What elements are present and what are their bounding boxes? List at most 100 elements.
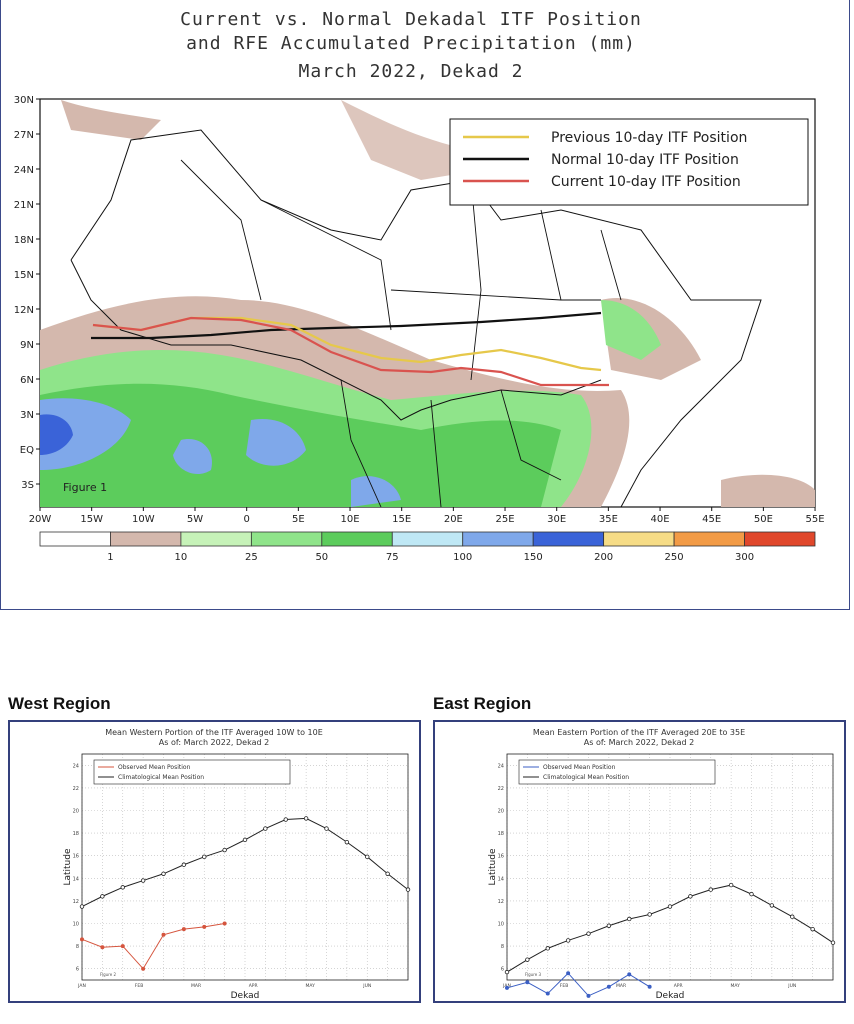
east-series-point-1	[505, 985, 510, 990]
colorbar-label: 1	[107, 552, 113, 563]
colorbar-swatch	[532, 531, 605, 547]
west-series-point-0	[100, 894, 105, 899]
colorbar-swatch	[250, 531, 323, 547]
east-legend-clim-label: Climatological Mean Position	[543, 774, 629, 781]
map-y-tick-label: 12N	[14, 305, 34, 316]
east-chart-subtitle: As of: March 2022, Dekad 2	[584, 738, 694, 747]
west-series-point-0	[385, 871, 390, 876]
east-series-point-0	[565, 938, 571, 943]
legend-previous-label: Previous 10-day ITF Position	[551, 130, 747, 146]
colorbar-swatch	[391, 531, 464, 547]
west-series-point-1	[141, 966, 146, 971]
west-chart-title: Mean Western Portion of the ITF Averaged…	[105, 728, 323, 737]
east-series-point-0	[769, 903, 775, 908]
east-y-tick-label: 8	[501, 944, 504, 950]
west-y-tick-label: 22	[73, 786, 79, 792]
west-y-tick-label: 20	[73, 809, 79, 815]
east-series-point-0	[627, 916, 632, 922]
map-y-tick-label: 15N	[14, 270, 34, 281]
east-series-point-0	[749, 891, 754, 897]
west-series-point-0	[181, 862, 187, 867]
map-x-tick-label: 25E	[496, 514, 515, 525]
map-y-tick-label: 21N	[14, 200, 34, 211]
west-series-point-0	[161, 871, 166, 876]
west-x-tick-label: JUN	[362, 983, 371, 989]
east-series-point-1	[647, 984, 652, 989]
west-series-point-1	[100, 945, 105, 950]
west-figure-label: Figure 2	[100, 972, 116, 977]
west-series-point-1	[80, 937, 85, 942]
map-x-tick-label: 10E	[340, 514, 359, 525]
east-y-tick-label: 6	[501, 967, 504, 973]
map-x-tick-label: 15W	[80, 514, 103, 525]
map-y-tick-label: 24N	[14, 165, 34, 176]
east-series-point-1	[606, 984, 611, 989]
colorbar-label: 250	[665, 552, 684, 563]
west-y-tick-label: 12	[73, 899, 79, 905]
legend-current-label: Current 10-day ITF Position	[551, 174, 741, 190]
west-legend-box	[93, 759, 291, 785]
east-x-tick-label: MAY	[731, 983, 741, 989]
colorbar-label: 100	[453, 552, 472, 563]
west-region-heading: West Region	[8, 694, 111, 713]
west-y-tick-label: 18	[73, 831, 79, 837]
map-title-line2: and RFE Accumulated Precipitation (mm)	[186, 33, 636, 54]
map-y-tick-label: 30N	[14, 95, 34, 106]
west-y-tick-label: 16	[73, 854, 79, 860]
map-y-tick-label: 3N	[20, 410, 34, 421]
east-y-tick-label: 20	[498, 809, 504, 815]
colorbar-label: 25	[245, 552, 258, 563]
east-y-tick-label: 16	[498, 854, 504, 860]
colorbar-label: 50	[315, 552, 328, 563]
west-series-point-0	[140, 878, 146, 883]
map-x-tick-label: 15E	[392, 514, 411, 525]
west-x-tick-label: FEB	[135, 983, 144, 989]
map-x-tick-label: 5W	[187, 514, 203, 525]
map-x-tick-label: 50E	[754, 514, 773, 525]
map-x-tick-label: 30E	[547, 514, 566, 525]
west-series-point-0	[303, 816, 309, 821]
precipitation-field	[40, 100, 815, 507]
map-x-tick-label: 40E	[651, 514, 670, 525]
east-x-tick-label: APR	[674, 983, 683, 989]
map-y-tick-label: 27N	[14, 130, 34, 141]
map-title-line1: Current vs. Normal Dekadal ITF Position	[180, 9, 642, 30]
east-y-tick-label: 18	[498, 831, 504, 837]
east-legend-box	[518, 759, 716, 785]
map-x-tick-label: 20E	[444, 514, 463, 525]
map-x-tick-label: 10W	[132, 514, 155, 525]
map-x-tick-label: 20W	[29, 514, 52, 525]
legend-normal-label: Normal 10-day ITF Position	[551, 152, 739, 168]
east-x-tick-label: JUN	[787, 983, 796, 989]
map-legend: Previous 10-day ITF Position Normal 10-d…	[449, 118, 809, 206]
east-series-point-0	[810, 926, 815, 932]
east-series-point-0	[525, 957, 530, 962]
east-series-point-0	[545, 946, 550, 951]
east-series-point-0	[708, 887, 713, 892]
east-series-point-1	[525, 980, 530, 985]
colorbar-swatch	[110, 531, 182, 547]
east-series-point-0	[647, 912, 652, 917]
east-series-point-1	[566, 971, 571, 976]
colorbar-swatch	[180, 531, 252, 547]
map-x-axis: 20W 15W 10W 5W 0 5E 10E 15E 20E 25E 30E 35E 40E 45E 50…	[29, 507, 825, 525]
west-legend-observed-label: Observed Mean Position	[118, 764, 191, 771]
west-series-point-0	[263, 826, 268, 831]
east-plot-frame	[506, 753, 834, 981]
east-series-point-0	[504, 969, 510, 975]
east-series-point-1	[627, 972, 632, 977]
east-y-axis-label: Latitude	[488, 848, 498, 886]
colorbar-swatch	[673, 531, 745, 547]
west-itf-chart: Mean Western Portion of the ITF Averaged…	[63, 728, 428, 1001]
west-series-point-1	[181, 927, 186, 932]
colorbar-swatch	[462, 531, 534, 547]
west-x-tick-label: APR	[249, 983, 258, 989]
east-itf-chart: Mean Eastern Portion of the ITF Averaged…	[488, 728, 853, 1001]
west-series-point-1	[222, 921, 227, 926]
west-series-point-1	[202, 924, 207, 929]
east-series-point-1	[586, 993, 591, 998]
west-series-point-0	[202, 854, 207, 860]
map-x-tick-label: 5E	[292, 514, 305, 525]
west-legend-clim-label: Climatological Mean Position	[118, 774, 204, 781]
west-series-line-1	[81, 923, 225, 970]
